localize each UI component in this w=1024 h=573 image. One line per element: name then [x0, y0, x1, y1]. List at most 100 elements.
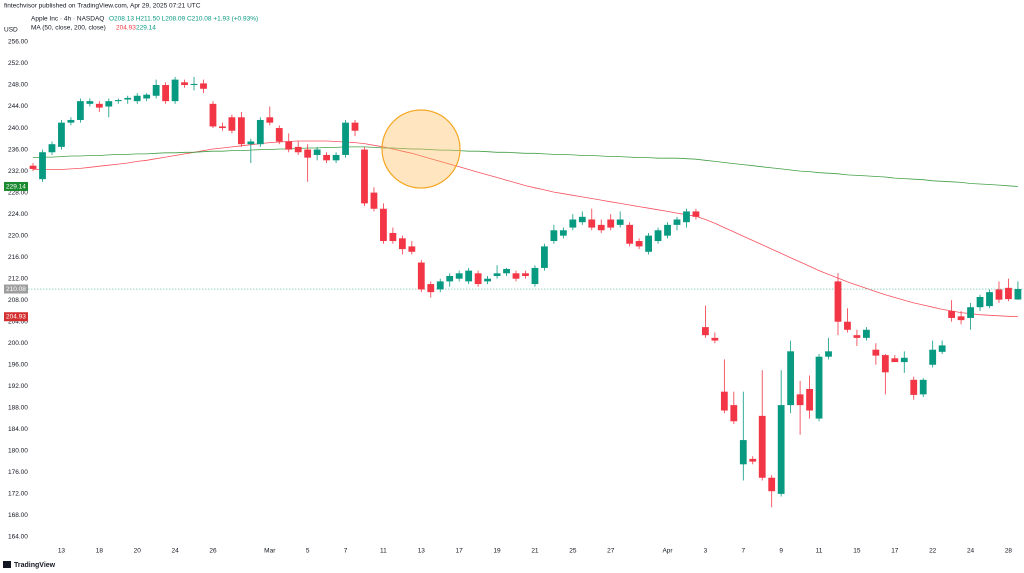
candle-body	[304, 149, 312, 158]
ma200-badge-box	[4, 181, 28, 191]
x-tick-label: 17	[456, 548, 464, 555]
candle-body	[48, 144, 56, 153]
candle-body	[332, 154, 340, 161]
x-tick-label: 22	[929, 548, 937, 555]
candle-body	[294, 146, 302, 153]
candle-body	[76, 101, 84, 120]
ma-label: MA (50, close, 200, close)	[31, 25, 106, 32]
candle-body	[531, 267, 539, 285]
candle-body	[237, 117, 245, 145]
candle-body	[891, 358, 899, 363]
candle-body	[683, 211, 690, 223]
candle-body	[408, 246, 416, 252]
candle-body	[730, 405, 738, 422]
price-badge-box	[4, 284, 28, 294]
ma200-value: 229.14	[136, 25, 156, 32]
x-tick-label: 24	[967, 548, 975, 555]
candle-body	[862, 329, 870, 338]
y-tick-label: 228.00	[8, 189, 28, 196]
x-tick-label: 13	[58, 548, 66, 555]
candle-body	[427, 284, 435, 293]
plot: 164.00 168.00 172.00 176.00 180.00 184.00 188.…	[8, 39, 1024, 555]
price-badge: 210.08	[6, 286, 26, 293]
candle-body	[398, 238, 406, 250]
candle-body	[105, 101, 113, 107]
candle-body	[256, 119, 264, 145]
candle-body	[702, 327, 709, 336]
candle-body	[124, 97, 132, 100]
candle-body	[588, 219, 596, 228]
candle-body	[86, 101, 94, 104]
x-tick-label: 5	[306, 548, 310, 555]
y-tick-label: 200.00	[8, 340, 28, 347]
candle-body	[815, 356, 823, 419]
candle-body	[938, 345, 946, 352]
candle-body	[200, 83, 207, 89]
candle-body	[919, 379, 927, 395]
candle-body	[900, 357, 908, 363]
candle-body	[787, 351, 795, 406]
y-tick-label: 212.00	[8, 275, 28, 282]
ma200-badge: 229.14	[6, 183, 26, 190]
x-tick-label: 13	[418, 548, 426, 555]
x-tick-label: 11	[380, 548, 387, 555]
candle-body	[986, 292, 993, 307]
candle-body	[720, 391, 728, 411]
y-tick-label: 240.00	[8, 125, 28, 132]
ma50-badge: 204.93	[6, 314, 26, 321]
candle-body	[67, 119, 75, 123]
candle-body	[361, 149, 368, 204]
y-tick-label: 184.00	[8, 426, 28, 433]
candle-body	[967, 307, 974, 318]
candle-body	[635, 241, 643, 247]
candle-body	[219, 126, 226, 129]
currency: USD	[4, 27, 18, 34]
y-tick-label: 252.00	[8, 60, 28, 67]
candle-body	[825, 351, 832, 357]
candle-body	[247, 141, 255, 145]
candle-body	[417, 262, 425, 290]
highlight-circle	[381, 109, 461, 189]
x-tick-label: 15	[853, 548, 861, 555]
candle-body	[645, 235, 652, 252]
candle-body	[152, 85, 160, 96]
candle-body	[95, 103, 103, 108]
candle-body	[673, 219, 681, 225]
candle-body	[881, 355, 889, 373]
y-tick-label: 244.00	[8, 103, 28, 110]
candle-body	[162, 85, 170, 102]
candle-body	[806, 388, 813, 411]
candle-body	[171, 79, 179, 102]
candle-body	[380, 208, 387, 242]
y-tick-label: 216.00	[8, 254, 28, 261]
candle-body	[1005, 287, 1012, 300]
candle-body	[446, 275, 454, 282]
candle-body	[739, 440, 747, 465]
candle-body	[692, 211, 700, 217]
y-tick-label: 192.00	[8, 383, 28, 390]
candle-body	[578, 216, 586, 223]
x-tick-label: 18	[96, 548, 104, 555]
x-tick-label: 7	[741, 548, 745, 555]
x-tick-label: 11	[816, 548, 823, 555]
symbol: Apple Inc · 4h · NASDAQ	[31, 16, 104, 23]
moving-average-line	[33, 140, 1018, 318]
candle-body	[844, 321, 851, 330]
candle-body	[626, 224, 634, 244]
candle-body	[616, 219, 624, 225]
candle-body	[342, 122, 349, 155]
candle-body	[190, 83, 198, 86]
y-tick-label: 224.00	[8, 211, 28, 218]
x-tick-label: 21	[531, 548, 539, 555]
y-tick-label: 164.00	[8, 534, 28, 541]
candle-body	[285, 141, 293, 150]
candle-body	[607, 219, 615, 228]
candle-body	[777, 405, 785, 494]
y-tick-label: 196.00	[8, 361, 28, 368]
candle-body	[484, 278, 491, 282]
y-tick-label: 248.00	[8, 82, 28, 89]
x-tick-label: 9	[779, 548, 783, 555]
candle-body	[768, 477, 776, 492]
ma50-badge-box	[4, 312, 28, 322]
